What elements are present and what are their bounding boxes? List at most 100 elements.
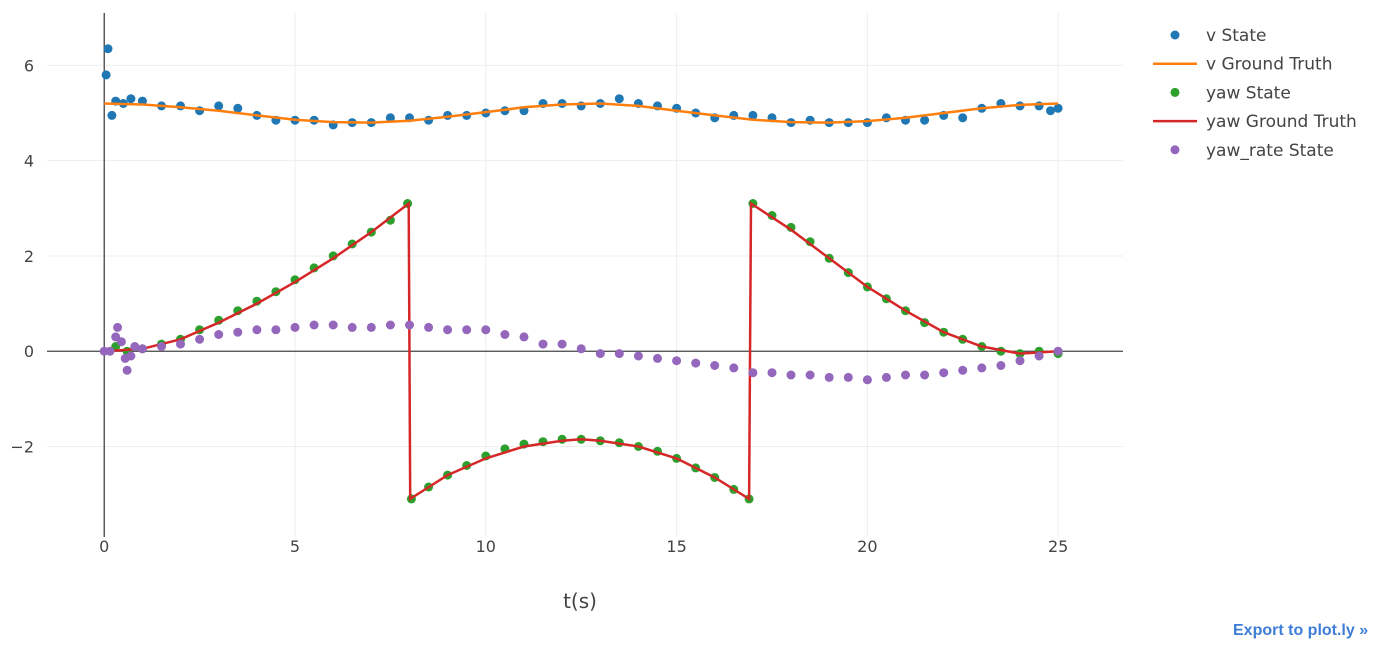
data-point [214,330,224,339]
x-tick-label: 25 [1048,537,1068,556]
data-point [385,320,395,330]
series-layer [99,44,1063,504]
export-to-plotly-link[interactable]: Export to plot.ly » [1233,622,1369,639]
y-tick-label: 2 [24,247,34,266]
y-tick-label: 4 [24,152,34,171]
data-point [107,110,117,120]
x-tick-label: 15 [666,537,686,556]
data-point [176,339,185,349]
x-tick-label: 10 [476,537,496,556]
data-point [137,344,147,354]
legend-marker-swatch [1170,30,1180,40]
data-point [710,361,720,370]
data-point [103,44,113,54]
data-point [500,330,510,339]
x-tick-label: 5 [290,537,300,556]
legend-label: v State [1206,26,1266,46]
x-axis-title: t(s) [563,589,597,613]
data-point [214,101,224,111]
series-line [104,102,1059,124]
data-point [748,368,758,378]
legend-marker-swatch [1170,87,1180,97]
y-tick-label: −2 [10,437,34,456]
data-point [576,344,586,354]
series-4 [99,320,1063,385]
data-point [1015,356,1025,366]
data-point [958,365,968,375]
data-point [116,337,126,347]
data-point [481,325,491,335]
y-tick-label: 6 [24,56,34,75]
data-point [614,349,624,359]
data-point [805,237,815,247]
data-point [633,351,643,361]
legend-label: yaw State [1206,83,1291,103]
data-point [977,363,987,373]
legend-label: yaw Ground Truth [1206,112,1357,132]
legend-label: yaw_rate State [1206,141,1334,161]
data-point [126,94,136,104]
data-point [1046,106,1055,116]
data-point [233,327,243,337]
data-point [881,372,891,382]
data-point [519,332,529,342]
tick-labels: 0 5 10 15 20 25 −2 0 2 4 6 [10,56,1068,556]
data-point [920,115,930,125]
legend-marker-swatch [1170,145,1180,155]
legend-item[interactable]: yaw Ground Truth [1153,112,1357,132]
data-point [252,325,262,335]
legend-item[interactable]: yaw_rate State [1170,141,1334,161]
data-point [1053,103,1063,113]
legend-item[interactable]: yaw State [1170,83,1291,103]
data-point [729,363,739,373]
data-point [309,320,319,330]
data-point [328,320,338,330]
data-point [862,118,872,128]
data-point [672,356,682,366]
y-tick-label: 0 [24,342,34,361]
x-tick-label: 0 [99,537,109,556]
data-point [290,322,300,332]
data-point [366,322,376,332]
grid-lines [47,13,1123,537]
data-point [691,358,701,368]
data-point [271,325,281,335]
data-point [996,361,1006,370]
data-point [405,320,414,330]
data-point [958,113,968,123]
data-point [901,370,910,380]
data-point [385,113,395,123]
data-point [462,325,472,335]
data-point [786,370,796,380]
series-line [104,200,1059,502]
data-point [920,370,930,380]
data-point [1034,101,1044,111]
series-3 [104,200,1059,502]
data-point [1053,346,1063,356]
data-point [595,349,605,359]
data-point [862,375,872,385]
data-point [424,322,434,332]
data-point [195,334,205,344]
data-point [101,70,111,80]
data-point [157,342,166,351]
data-point [824,372,834,382]
data-point [843,372,853,382]
data-point [1034,351,1044,361]
x-tick-label: 20 [857,537,877,556]
data-point [653,353,662,363]
data-point [538,339,548,349]
series-1 [104,102,1059,124]
data-point [122,365,132,375]
legend-item[interactable]: v State [1170,26,1267,46]
data-point [113,322,123,332]
legend[interactable]: v State v Ground Truth yaw State yaw Ground… [1153,26,1357,161]
data-point [347,322,357,332]
data-point [126,351,136,361]
data-point [805,370,815,380]
legend-item[interactable]: v Ground Truth [1153,55,1333,75]
data-point [105,346,115,356]
data-point [614,94,624,104]
data-point [939,368,949,378]
